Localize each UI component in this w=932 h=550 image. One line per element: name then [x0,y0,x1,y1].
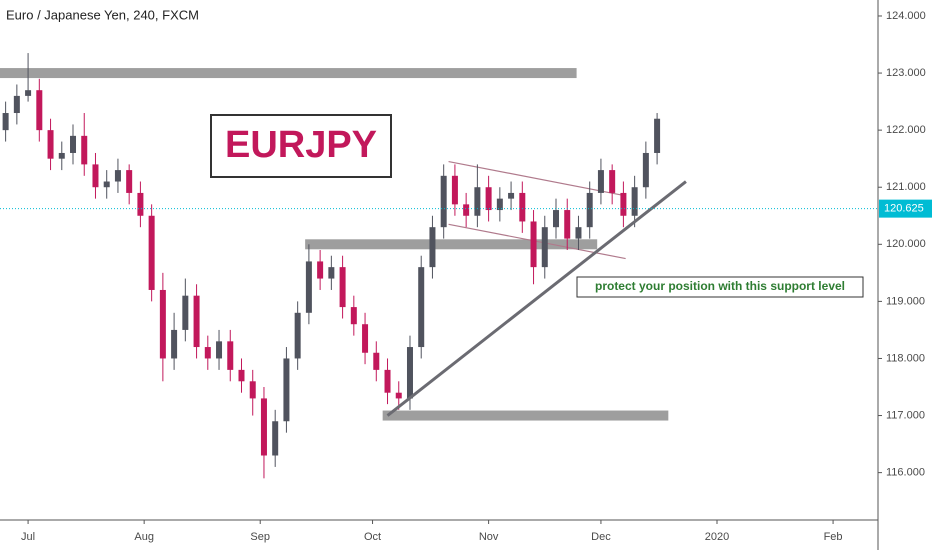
x-tick-label: Aug [134,531,154,543]
candle-body [485,187,492,211]
candle-body [305,261,312,313]
y-tick-label: 119.000 [886,295,925,307]
y-tick-label: 123.000 [886,67,926,79]
trend-line [386,180,687,417]
candle-body [553,210,560,228]
candle-body [575,227,582,239]
candle-body [103,181,110,188]
candle-body [418,267,425,348]
last-price-box [879,199,932,218]
candle-body [508,192,515,199]
candle-body [620,192,627,216]
candle-body [373,352,380,370]
candle-body [564,210,571,239]
candle-body [350,307,357,325]
candle-body [227,341,234,370]
candle-body [451,175,458,205]
candle-body [171,329,178,359]
candle-body [541,227,548,268]
candle-body [13,95,20,114]
candle-body [654,118,661,153]
y-tick-label: 120.000 [886,238,926,250]
candle-body [36,90,43,131]
candle-body [159,289,166,359]
candle-body [530,221,537,268]
x-tick-label: Feb [824,531,843,543]
x-tick-label: Nov [479,531,499,543]
candle-body [597,170,604,193]
candle-body [631,187,638,216]
candle-body [463,204,470,216]
candle-body [249,381,256,399]
level-zone [0,68,577,79]
candle-body [216,341,223,359]
last-price-label: 120.625 [884,203,924,215]
y-tick-label: 122.000 [886,124,926,136]
candle-body [440,175,447,228]
x-tick-label: Oct [364,531,381,543]
candle-body [406,347,413,399]
candle-body [362,324,369,353]
candle-body [238,369,245,382]
candle-body [81,135,88,165]
candle-body [137,192,144,216]
x-tick-label: Dec [591,531,611,543]
y-tick-label: 118.000 [886,352,925,364]
candle-body [70,135,77,153]
candle-body [474,187,481,216]
candle-body [283,358,290,422]
candle-body [2,113,9,131]
candle-body [328,267,335,279]
x-tick-label: Jul [21,531,35,543]
candle-body [148,215,155,290]
candle-body [294,312,301,359]
candle-body [114,170,121,182]
candle-body [193,295,200,348]
channel-line [448,160,626,197]
note-box [576,276,864,298]
candle-body [519,192,526,222]
candle-body [58,152,65,159]
level-zone [382,410,669,421]
candle-body [429,227,436,268]
candle-body [204,347,211,359]
candle-body [126,170,133,193]
chart-title: Euro / Japanese Yen, 240, FXCM [6,7,199,22]
candle-body [395,392,402,399]
candle-body [92,164,99,188]
candle-body [609,170,616,193]
candle-body [496,198,503,211]
note-text: protect your position with this support … [595,279,845,293]
y-tick-label: 124.000 [886,10,926,22]
x-tick-label: Sep [250,531,270,543]
candle-body [317,261,324,279]
candle-body [47,130,54,159]
candle-body [260,398,267,456]
level-zone [305,239,598,250]
x-tick-label: 2020 [705,531,729,543]
y-tick-label: 116.000 [886,467,925,479]
candle-body [182,295,189,330]
candle-body [384,369,391,393]
y-tick-label: 117.000 [886,409,925,421]
candle-body [272,421,279,456]
candle-body [586,192,593,228]
candle-body [642,152,649,188]
label-text: EURJPY [225,124,377,166]
y-tick-label: 121.000 [886,181,926,193]
candle-body [339,267,346,308]
candle-body [25,90,32,96]
label-box [210,114,392,178]
